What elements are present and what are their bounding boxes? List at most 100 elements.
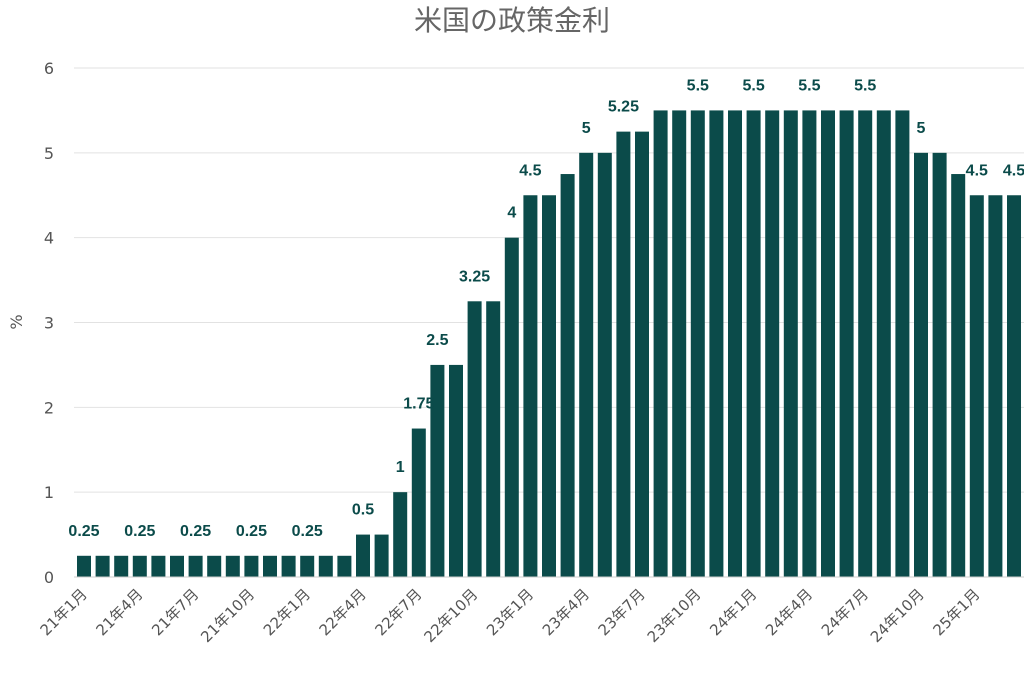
bar <box>876 110 891 578</box>
bar <box>914 152 928 578</box>
bar <box>393 492 408 577</box>
data-label: 4 <box>507 205 516 222</box>
bar <box>411 428 426 577</box>
bar <box>449 364 463 577</box>
bar <box>188 555 203 577</box>
x-tick-label: 23年7月 <box>595 585 649 639</box>
bar <box>300 555 315 577</box>
data-label: 2.5 <box>426 332 448 349</box>
data-label: 4.5 <box>966 162 988 179</box>
bar <box>560 174 575 577</box>
y-tick-label: 0 <box>44 568 54 587</box>
bar <box>523 195 538 577</box>
x-tick-label: 22年10月 <box>420 585 481 646</box>
x-tick-label: 21年1月 <box>37 585 91 639</box>
x-tick-label: 23年4月 <box>539 585 593 639</box>
bar <box>281 555 296 577</box>
bar <box>765 110 780 578</box>
data-label: 0.25 <box>68 523 99 540</box>
bar <box>430 364 445 577</box>
data-label: 5.5 <box>798 77 820 94</box>
data-label: 5.5 <box>742 77 764 94</box>
bar <box>467 301 482 577</box>
bar <box>969 195 984 577</box>
bar <box>132 555 147 577</box>
bar <box>597 152 612 578</box>
bar <box>802 110 817 578</box>
bar <box>263 555 277 577</box>
data-label: 1 <box>396 459 405 476</box>
bar <box>374 534 389 577</box>
data-label: 3.25 <box>459 268 490 285</box>
x-tick-label: 22年1月 <box>260 585 314 639</box>
bar <box>895 110 910 578</box>
bar <box>728 110 742 578</box>
data-label: 0.25 <box>292 523 323 540</box>
bar <box>579 152 594 578</box>
data-label: 0.25 <box>236 523 267 540</box>
bar <box>542 195 556 577</box>
x-tick-label: 24年7月 <box>818 585 872 639</box>
y-tick-label: 3 <box>44 314 54 333</box>
data-label: 0.25 <box>180 523 211 540</box>
data-label: 5.25 <box>608 99 639 116</box>
bar <box>225 555 240 577</box>
x-tick-label: 24年1月 <box>706 585 760 639</box>
data-label: 5.5 <box>687 77 709 94</box>
bar <box>653 110 668 578</box>
bar <box>951 174 966 577</box>
bar <box>95 555 110 577</box>
data-label: 5 <box>917 120 926 137</box>
bar <box>151 555 166 577</box>
bar <box>244 555 259 577</box>
x-tick-label: 24年4月 <box>762 585 816 639</box>
data-label: 1.75 <box>403 396 434 413</box>
bar <box>988 195 1003 577</box>
y-axis-label: % <box>7 314 26 329</box>
data-label: 4.5 <box>1003 162 1024 179</box>
x-tick-label: 23年1月 <box>483 585 537 639</box>
y-tick-label: 1 <box>44 483 54 502</box>
x-tick-label: 23年10月 <box>644 585 705 646</box>
bar <box>690 110 705 578</box>
bar <box>207 555 222 577</box>
data-label: 0.5 <box>352 502 374 519</box>
bar <box>932 152 947 578</box>
data-label: 0.25 <box>124 523 155 540</box>
y-tick-label: 6 <box>44 59 54 78</box>
y-axis-ticks: 0 1 2 3 4 5 6 <box>44 59 54 587</box>
y-tick-label: 5 <box>44 144 54 163</box>
data-label: 5.5 <box>854 77 876 94</box>
bar <box>709 110 724 578</box>
bar <box>170 555 184 577</box>
bar <box>318 555 333 577</box>
chart-title: 米国の政策金利 <box>414 4 610 37</box>
bar <box>635 131 649 577</box>
bar <box>486 301 501 577</box>
x-tick-label: 21年7月 <box>148 585 202 639</box>
x-tick-label: 21年10月 <box>197 585 258 646</box>
data-label: 5 <box>582 120 591 137</box>
bar <box>839 110 854 578</box>
bar <box>616 131 631 577</box>
data-label: 4.5 <box>519 162 541 179</box>
bar <box>77 555 91 577</box>
bars <box>77 110 1021 578</box>
bar <box>114 555 129 577</box>
y-tick-label: 4 <box>44 229 54 248</box>
x-tick-label: 24年10月 <box>867 585 928 646</box>
bar <box>783 110 798 578</box>
bar <box>356 534 370 577</box>
x-tick-label: 25年1月 <box>929 585 983 639</box>
y-tick-label: 2 <box>44 398 54 417</box>
x-tick-label: 21年4月 <box>92 585 146 639</box>
bar <box>821 110 835 578</box>
x-tick-label: 22年4月 <box>316 585 370 639</box>
bar <box>858 110 873 578</box>
bar <box>746 110 761 578</box>
bar <box>504 237 519 577</box>
bar <box>672 110 687 578</box>
bar <box>337 555 352 577</box>
